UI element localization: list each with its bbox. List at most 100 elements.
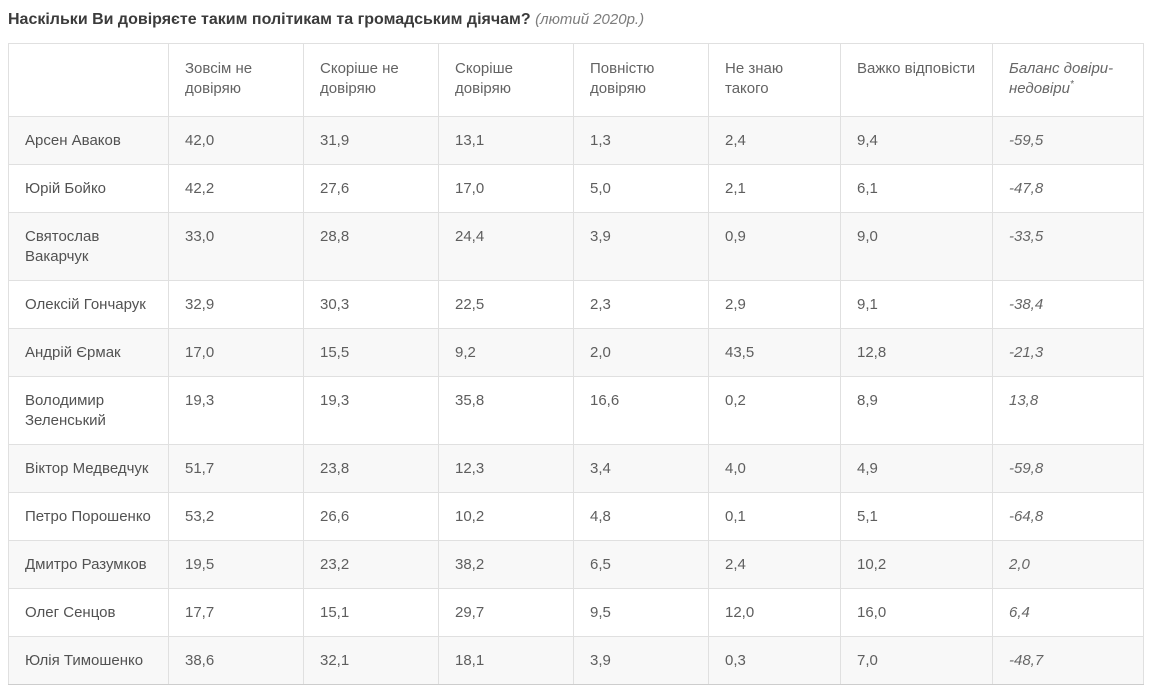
value-cell: 32,1 (303, 636, 439, 685)
politician-name: Юлія Тимошенко (8, 636, 169, 685)
value-cell: 9,0 (840, 212, 993, 281)
value-cell: 27,6 (303, 164, 439, 213)
table-row: Арсен Аваков 42,0 31,9 13,1 1,3 2,4 9,4 … (8, 116, 1144, 165)
balance-cell: -47,8 (992, 164, 1144, 213)
value-cell: 0,3 (708, 636, 841, 685)
value-cell: 13,1 (438, 116, 574, 165)
balance-header-asterisk: * (1069, 79, 1074, 90)
column-header: Зовсім не довіряю (168, 43, 304, 117)
value-cell: 15,5 (303, 328, 439, 377)
value-cell: 32,9 (168, 280, 304, 329)
value-cell: 0,1 (708, 492, 841, 541)
value-cell: 51,7 (168, 444, 304, 493)
table-row: Петро Порошенко 53,2 26,6 10,2 4,8 0,1 5… (8, 492, 1144, 541)
balance-cell: -64,8 (992, 492, 1144, 541)
balance-cell: 13,8 (992, 376, 1144, 445)
politician-name: Олег Сенцов (8, 588, 169, 637)
value-cell: 2,4 (708, 116, 841, 165)
value-cell: 2,4 (708, 540, 841, 589)
table-row: Віктор Медведчук 51,7 23,8 12,3 3,4 4,0 … (8, 444, 1144, 493)
value-cell: 29,7 (438, 588, 574, 637)
politician-name: Святослав Вакарчук (8, 212, 169, 281)
value-cell: 3,9 (573, 636, 709, 685)
value-cell: 30,3 (303, 280, 439, 329)
value-cell: 6,1 (840, 164, 993, 213)
title-period: (лютий 2020р.) (535, 11, 645, 28)
balance-cell: 2,0 (992, 540, 1144, 589)
value-cell: 38,6 (168, 636, 304, 685)
value-cell: 1,3 (573, 116, 709, 165)
value-cell: 4,0 (708, 444, 841, 493)
value-cell: 3,9 (573, 212, 709, 281)
value-cell: 2,1 (708, 164, 841, 213)
value-cell: 9,1 (840, 280, 993, 329)
politician-name: Юрій Бойко (8, 164, 169, 213)
value-cell: 23,2 (303, 540, 439, 589)
value-cell: 35,8 (438, 376, 574, 445)
value-cell: 0,9 (708, 212, 841, 281)
value-cell: 42,0 (168, 116, 304, 165)
politician-name: Олексій Гончарук (8, 280, 169, 329)
value-cell: 7,0 (840, 636, 993, 685)
politician-name: Петро Порошенко (8, 492, 169, 541)
politician-name: Володимир Зеленський (8, 376, 169, 445)
value-cell: 28,8 (303, 212, 439, 281)
page-title: Наскільки Ви довіряєте таким політикам т… (8, 9, 1142, 30)
value-cell: 17,0 (168, 328, 304, 377)
value-cell: 6,5 (573, 540, 709, 589)
value-cell: 17,7 (168, 588, 304, 637)
column-header: Скоріше довіряю (438, 43, 574, 117)
column-header: Повністю довіряю (573, 43, 709, 117)
table-row: Андрій Єрмак 17,0 15,5 9,2 2,0 43,5 12,8… (8, 328, 1144, 377)
value-cell: 12,0 (708, 588, 841, 637)
value-cell: 3,4 (573, 444, 709, 493)
politician-name: Андрій Єрмак (8, 328, 169, 377)
balance-cell: -59,5 (992, 116, 1144, 165)
header-row: Зовсім не довіряю Скоріше не довіряю Скорі… (8, 43, 1144, 117)
value-cell: 2,0 (573, 328, 709, 377)
value-cell: 0,2 (708, 376, 841, 445)
balance-column-header: Баланс довіри-недовіри* (992, 43, 1144, 117)
value-cell: 15,1 (303, 588, 439, 637)
value-cell: 24,4 (438, 212, 574, 281)
value-cell: 53,2 (168, 492, 304, 541)
table-row: Святослав Вакарчук 33,0 28,8 24,4 3,9 0,… (8, 212, 1144, 281)
value-cell: 12,8 (840, 328, 993, 377)
value-cell: 9,2 (438, 328, 574, 377)
balance-cell: -21,3 (992, 328, 1144, 377)
title-question: Наскільки Ви довіряєте таким політикам т… (8, 11, 531, 28)
politician-name: Віктор Медведчук (8, 444, 169, 493)
value-cell: 16,6 (573, 376, 709, 445)
value-cell: 38,2 (438, 540, 574, 589)
value-cell: 2,3 (573, 280, 709, 329)
balance-cell: -48,7 (992, 636, 1144, 685)
column-header: Не знаю такого (708, 43, 841, 117)
politician-name: Дмитро Разумков (8, 540, 169, 589)
value-cell: 2,9 (708, 280, 841, 329)
column-header: Важко відповісти (840, 43, 993, 117)
value-cell: 19,5 (168, 540, 304, 589)
value-cell: 4,9 (840, 444, 993, 493)
balance-header-label: Баланс довіри-недовіри (1009, 60, 1114, 97)
balance-cell: -59,8 (992, 444, 1144, 493)
table-row: Дмитро Разумков 19,5 23,2 38,2 6,5 2,4 1… (8, 540, 1144, 589)
value-cell: 31,9 (303, 116, 439, 165)
value-cell: 5,1 (840, 492, 993, 541)
value-cell: 19,3 (168, 376, 304, 445)
value-cell: 23,8 (303, 444, 439, 493)
value-cell: 17,0 (438, 164, 574, 213)
value-cell: 5,0 (573, 164, 709, 213)
table-row: Юлія Тимошенко 38,6 32,1 18,1 3,9 0,3 7,… (8, 636, 1144, 685)
value-cell: 8,9 (840, 376, 993, 445)
table-row: Олег Сенцов 17,7 15,1 29,7 9,5 12,0 16,0… (8, 588, 1144, 637)
politician-name: Арсен Аваков (8, 116, 169, 165)
value-cell: 22,5 (438, 280, 574, 329)
value-cell: 33,0 (168, 212, 304, 281)
value-cell: 42,2 (168, 164, 304, 213)
value-cell: 9,5 (573, 588, 709, 637)
value-cell: 10,2 (840, 540, 993, 589)
trust-table: Зовсім не довіряю Скоріше не довіряю Скорі… (8, 43, 1144, 685)
value-cell: 43,5 (708, 328, 841, 377)
value-cell: 10,2 (438, 492, 574, 541)
